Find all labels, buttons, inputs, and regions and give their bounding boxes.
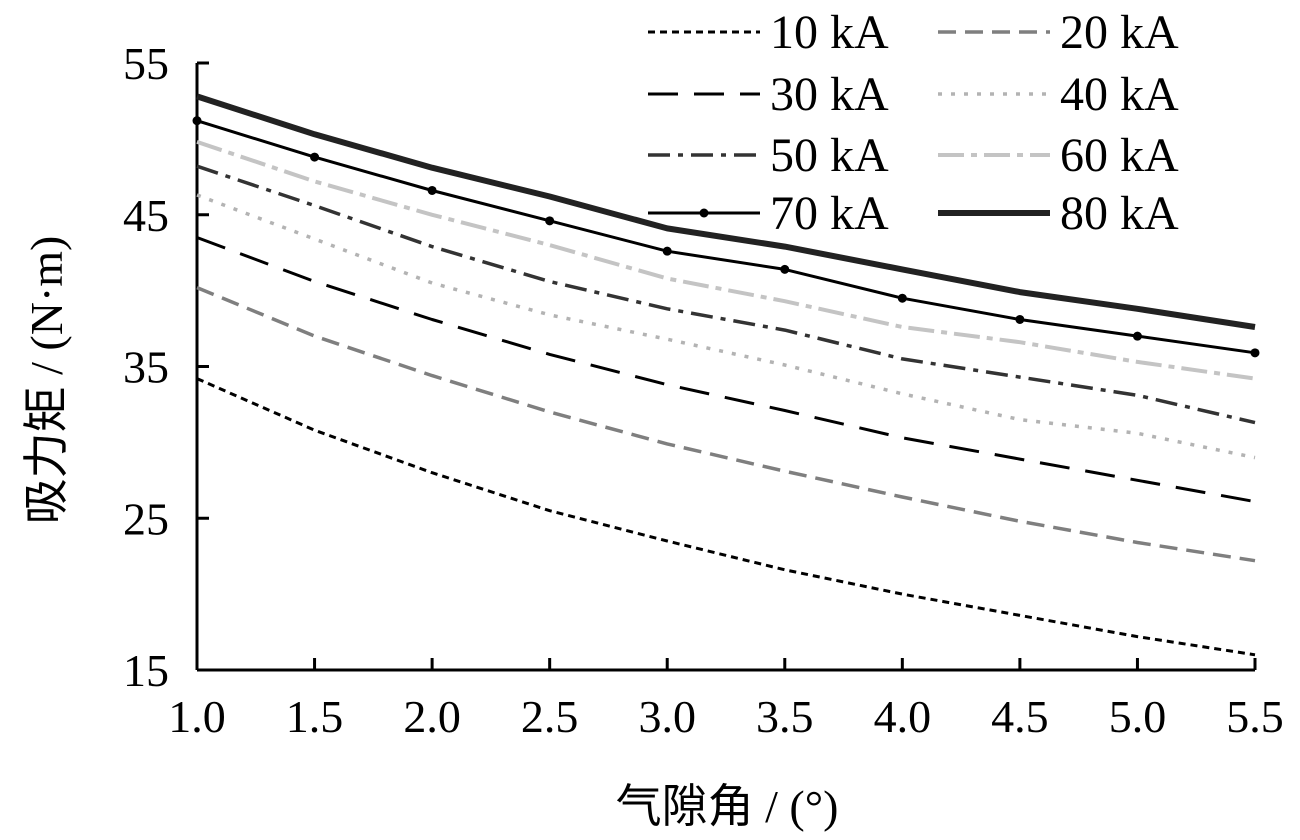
series-line-40ka xyxy=(196,193,1256,460)
x-tick-label: 5.5 xyxy=(1226,691,1284,742)
series-point xyxy=(1132,331,1142,341)
legend-label: 20 kA xyxy=(1060,6,1179,59)
legend-label: 30 kA xyxy=(770,68,889,121)
x-tick-label: 2.5 xyxy=(521,691,579,742)
y-tick-label: 35 xyxy=(123,342,169,393)
x-tick-label: 2.0 xyxy=(403,691,461,742)
series-point xyxy=(192,116,202,126)
series-line-50ka xyxy=(196,164,1256,425)
legend-label: 80 kA xyxy=(1060,187,1179,240)
x-tick-label: 1.5 xyxy=(286,691,344,742)
series-line-60ka xyxy=(196,140,1256,381)
series-line-70ka xyxy=(196,119,1256,355)
series-point xyxy=(780,264,790,274)
legend-label: 60 kA xyxy=(1060,129,1179,182)
legend-label: 10 kA xyxy=(770,6,889,59)
series-point xyxy=(1250,348,1260,358)
y-tick-label: 15 xyxy=(123,645,169,696)
x-axis-label: 气隙角 / (°) xyxy=(616,781,839,832)
y-tick-label: 55 xyxy=(123,38,169,89)
legend-label: 40 kA xyxy=(1060,68,1179,121)
series-point xyxy=(545,216,555,226)
y-tick-labels: 15 25 35 45 55 xyxy=(123,38,169,696)
series-layer xyxy=(192,93,1260,657)
series-line-10ka xyxy=(196,377,1256,657)
series-point xyxy=(1015,314,1025,324)
y-axis-label: 吸力矩 / (N·m) xyxy=(21,236,72,525)
legend-swatch-marker xyxy=(699,208,709,218)
series-point xyxy=(897,293,907,303)
series-point xyxy=(310,152,320,162)
series-line-80ka xyxy=(196,93,1256,330)
x-tick-label: 1.0 xyxy=(168,691,226,742)
legend-label: 70 kA xyxy=(770,187,889,240)
axes xyxy=(195,61,1257,672)
x-tick-label: 4.5 xyxy=(991,691,1049,742)
legend: 10 kA 20 kA 30 kA 40 kA 50 kA 60 kA 70 kA 80 kA xyxy=(648,6,1179,240)
series-point xyxy=(662,246,672,256)
y-tick-label: 25 xyxy=(123,493,169,544)
series-line-20ka xyxy=(196,285,1256,563)
x-tick-labels: 1.0 1.5 2.0 2.5 3.0 3.5 4.0 4.5 5.0 5.5 xyxy=(168,691,1284,742)
x-tick-label: 5.0 xyxy=(1109,691,1167,742)
x-tick-label: 4.0 xyxy=(874,691,932,742)
legend-label: 50 kA xyxy=(770,129,889,182)
x-tick-label: 3.5 xyxy=(756,691,814,742)
series-point xyxy=(427,185,437,195)
series-line-30ka xyxy=(196,236,1256,504)
x-tick-label: 3.0 xyxy=(638,691,696,742)
y-tick-label: 45 xyxy=(123,190,169,241)
